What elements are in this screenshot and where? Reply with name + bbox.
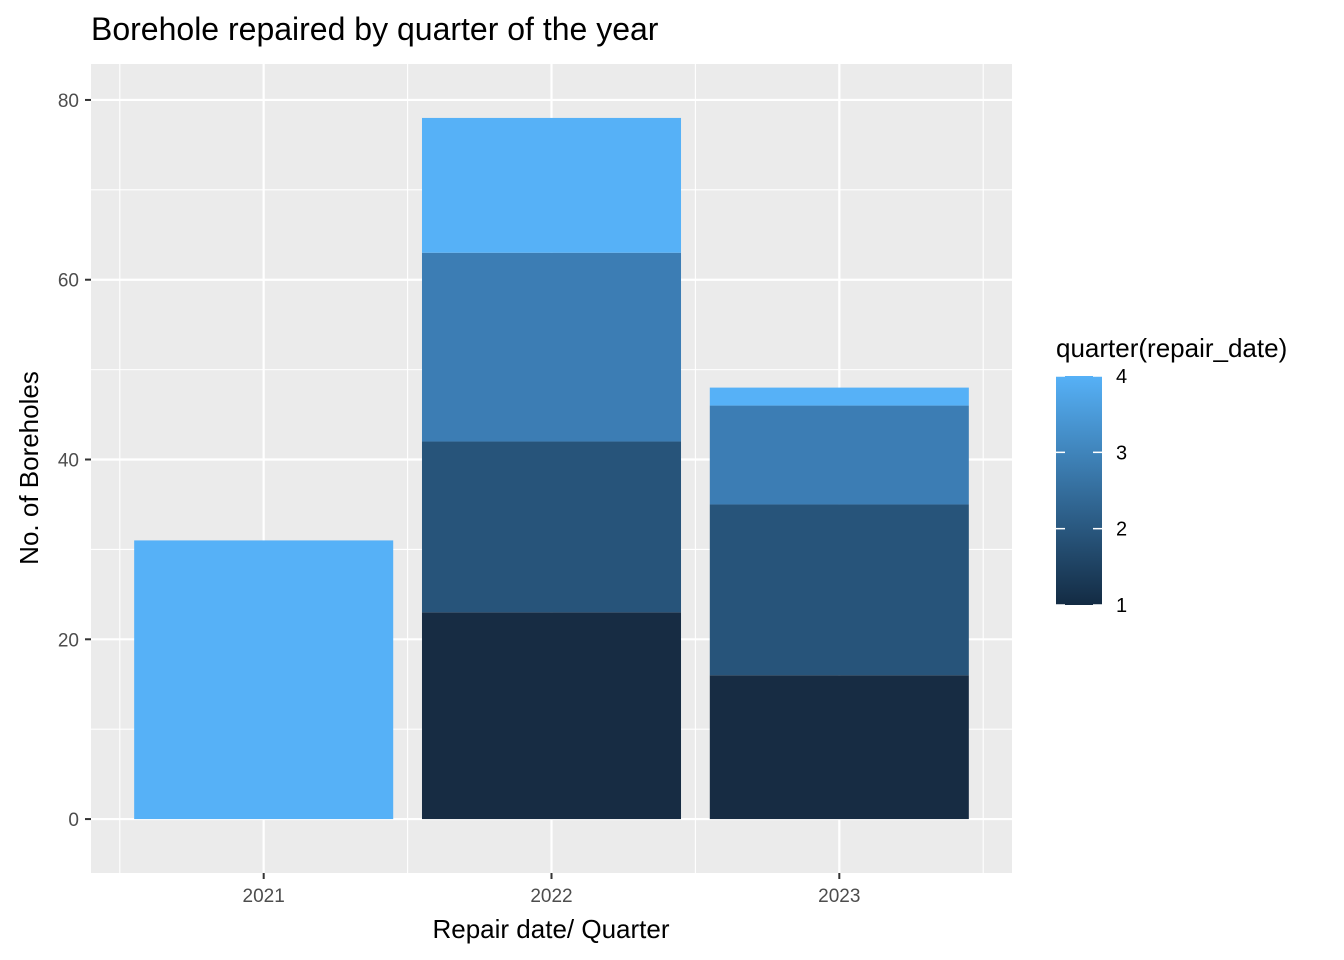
bar-2021-q4 (134, 540, 394, 820)
y-tick-label: 0 (68, 810, 79, 831)
bar-2022-q3 (421, 252, 682, 442)
legend-label: 2 (1116, 519, 1127, 541)
legend-label: 1 (1116, 595, 1127, 617)
x-axis: 2021 2022 2023 (243, 873, 860, 907)
bar-2023-q4 (709, 387, 969, 406)
bar-2022-q1 (421, 612, 682, 820)
bar-2023-q1 (709, 675, 969, 820)
y-axis: 0 20 40 60 80 (58, 91, 91, 831)
x-tick-label: 2022 (530, 886, 572, 907)
legend-ticks: 1 2 3 4 (1056, 366, 1127, 617)
legend-label: 3 (1116, 442, 1127, 464)
legend-colorbar (1056, 376, 1102, 605)
y-tick-label: 80 (58, 91, 79, 112)
x-axis-title: Repair date/ Quarter (432, 914, 669, 944)
legend-title: quarter(repair_date) (1056, 333, 1287, 363)
legend: quarter(repair_date) 1 2 3 4 (1056, 333, 1287, 617)
bar-2023-q2 (709, 504, 969, 676)
bars (134, 117, 969, 820)
bar-2022-q2 (421, 441, 682, 613)
y-tick-label: 60 (58, 271, 79, 292)
y-axis-title: No. of Boreholes (14, 371, 44, 565)
bar-2022-q4 (421, 117, 682, 253)
x-tick-label: 2023 (818, 886, 860, 907)
y-tick-label: 40 (58, 451, 79, 472)
x-tick-label: 2021 (243, 886, 285, 907)
bar-2023-q3 (709, 405, 969, 505)
y-tick-label: 20 (58, 630, 79, 651)
legend-label: 4 (1116, 366, 1127, 388)
chart-title: Borehole repaired by quarter of the year (91, 11, 659, 47)
